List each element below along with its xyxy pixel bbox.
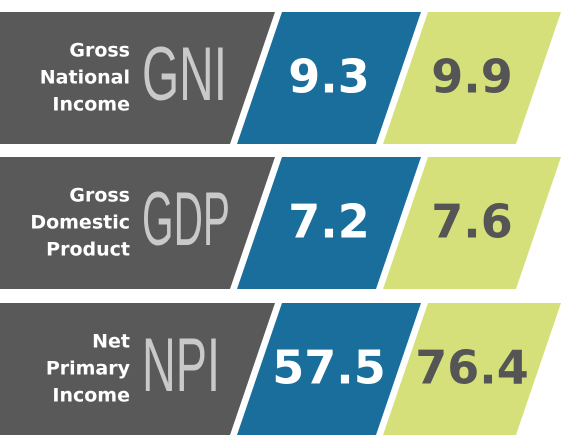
abbreviation: NPI xyxy=(142,323,220,408)
value-panel-green xyxy=(383,157,561,289)
value-panel-blue xyxy=(237,157,421,289)
abbreviation: GDP xyxy=(142,177,230,262)
value-secondary: 7.6 xyxy=(431,195,513,249)
row-label: Gross xyxy=(69,40,130,62)
value-primary: 57.5 xyxy=(272,341,386,395)
row-label: Income xyxy=(52,94,130,116)
value-secondary: 9.9 xyxy=(431,50,513,104)
row-label: National xyxy=(40,67,130,89)
row-label: Income xyxy=(52,385,130,407)
row-label: Primary xyxy=(46,358,131,380)
row-label: Gross xyxy=(69,185,130,207)
value-panel-green xyxy=(383,303,561,435)
value-panel-green xyxy=(383,12,561,144)
abbreviation: GNI xyxy=(142,32,227,117)
value-panel-blue xyxy=(237,12,421,144)
row-panel xyxy=(0,157,275,289)
value-primary: 7.2 xyxy=(288,195,370,249)
row-panel xyxy=(0,12,275,144)
value-panel-blue xyxy=(237,303,421,435)
row-label: Domestic xyxy=(30,212,130,234)
value-secondary: 76.4 xyxy=(415,341,529,395)
row-panel xyxy=(0,303,275,435)
row-label: Product xyxy=(46,239,130,261)
row-label: Net xyxy=(92,331,130,353)
value-primary: 9.3 xyxy=(288,50,370,104)
